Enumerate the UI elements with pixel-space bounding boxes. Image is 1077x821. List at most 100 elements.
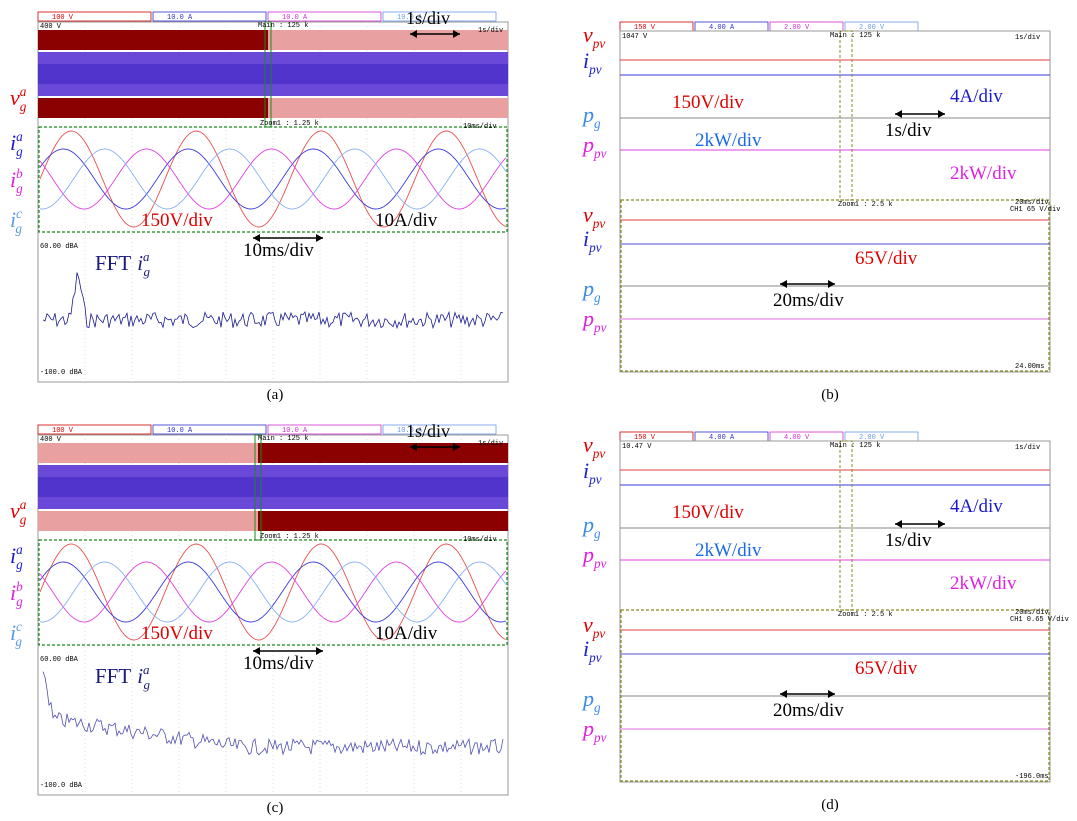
subscript: pv <box>592 216 606 231</box>
subscript: pv <box>588 650 602 665</box>
signal-label: vpv <box>583 22 605 51</box>
scope-readout: 60.00 dBA <box>40 243 79 251</box>
scope-readout: 60.00 dBA <box>40 656 79 664</box>
scope-readout: Zoom1 : 1.25 k <box>260 120 319 128</box>
signal-label: iag <box>10 129 23 159</box>
scope-readout: CH1 0.65 V/div <box>1010 616 1069 624</box>
signal-label: ipv <box>583 48 602 77</box>
signal-label: vpv <box>583 432 605 461</box>
superscript: a <box>20 84 27 99</box>
scope-readout: 400 V <box>40 23 62 31</box>
symbol: p <box>581 276 594 301</box>
fft-label: FFTiag <box>95 249 151 279</box>
scope-readout: 1s/div <box>1015 34 1040 42</box>
scope-readout: 1s/div <box>478 27 503 35</box>
caption: (a) <box>267 387 284 403</box>
scope-readout: Main : 125 k <box>830 32 880 40</box>
annotation: 1s/div <box>406 8 450 28</box>
channel-scale: 10.0 A <box>167 427 193 435</box>
scope-readout: Zoom1 : 1.25 k <box>260 533 319 541</box>
band <box>38 30 268 50</box>
superscript: c <box>16 206 22 221</box>
superscript: c <box>16 619 22 634</box>
superscript: b <box>16 579 23 594</box>
symbol: p <box>581 542 594 567</box>
annotation: 2kW/div <box>950 573 1017 594</box>
subscript: pv <box>592 36 606 51</box>
channel-scale: 10.0 A <box>282 427 308 435</box>
band <box>268 98 508 118</box>
subscript: g <box>16 181 23 196</box>
band <box>38 477 508 497</box>
signal-label: ppv <box>581 306 607 335</box>
annotation: 10A/div <box>375 210 438 231</box>
subscript: g <box>594 116 601 131</box>
annotation: 20ms/div <box>773 700 844 721</box>
channel-box <box>620 432 693 441</box>
symbol: p <box>581 512 594 537</box>
annotation: 150V/div <box>141 623 213 644</box>
scope-readout: 10.47 V <box>622 443 652 451</box>
annotation: 20ms/div <box>773 290 844 311</box>
scope-readout: Main : 125 k <box>258 435 308 443</box>
scope-readout: Zoom1 : 2.5 k <box>838 611 893 619</box>
signal-label: icg <box>10 619 22 649</box>
band <box>38 98 268 118</box>
channel-scale: 100 V <box>52 14 74 22</box>
subscript: g <box>16 594 23 609</box>
signal-label: pg <box>581 102 601 131</box>
scope-readout: 1047 V <box>622 33 648 41</box>
superscript: a <box>20 497 27 512</box>
caption: (b) <box>821 387 839 403</box>
subscript: pv <box>593 146 607 161</box>
band <box>258 511 508 531</box>
symbol: p <box>581 102 594 127</box>
signal-label: pg <box>581 512 601 541</box>
signal-label: pg <box>581 276 601 305</box>
symbol: p <box>581 306 594 331</box>
scope-readout: 400 V <box>40 436 62 444</box>
annotation: 65V/div <box>855 248 918 269</box>
subscript: g <box>144 677 151 692</box>
symbol: v <box>583 22 593 47</box>
subscript: g <box>144 264 151 279</box>
channel-scale: 10.0 A <box>282 14 308 22</box>
annotation: 10ms/div <box>243 653 314 674</box>
signal-label: ppv <box>581 132 607 161</box>
signal-label: iag <box>10 542 23 572</box>
band <box>38 64 508 84</box>
annotation: 150V/div <box>672 502 744 523</box>
superscript: a <box>143 249 150 264</box>
scope-readout: Main : 125 k <box>258 22 308 30</box>
scope-readout: Zoom1 : 2.5 k <box>838 201 893 209</box>
subscript: g <box>594 526 601 541</box>
symbol: p <box>581 686 594 711</box>
subscript: pv <box>593 730 607 745</box>
page: body { margin: 0; background: #fff; } sv… <box>0 0 1077 821</box>
subscript: pv <box>588 240 602 255</box>
symbol: p <box>581 132 594 157</box>
annotation: 150V/div <box>141 210 213 231</box>
subscript: pv <box>588 472 602 487</box>
figure: 100 V10.0 A10.0 A10.0 Avagiagibgicg1s/di… <box>0 0 1077 821</box>
scope-readout: 10ms/div <box>463 536 497 544</box>
symbol: v <box>583 612 593 637</box>
subscript: pv <box>593 556 607 571</box>
annotation: 2kW/div <box>695 540 762 561</box>
band <box>258 443 508 463</box>
subscript: pv <box>592 626 606 641</box>
scope-readout: Main : 125 k <box>830 442 880 450</box>
subscript: g <box>594 290 601 305</box>
subscript: g <box>15 634 22 649</box>
scope-readout: -196.0ms <box>1015 773 1049 781</box>
page-body: {"panels": [ {"caption": "(a)", "header"… <box>0 0 1077 821</box>
symbol: v <box>583 432 593 457</box>
subscript: g <box>20 512 27 527</box>
subscript: g <box>16 557 23 572</box>
annotation: 10ms/div <box>243 240 314 261</box>
scope-screen <box>620 31 1050 372</box>
annotation: 4A/div <box>950 496 1003 517</box>
